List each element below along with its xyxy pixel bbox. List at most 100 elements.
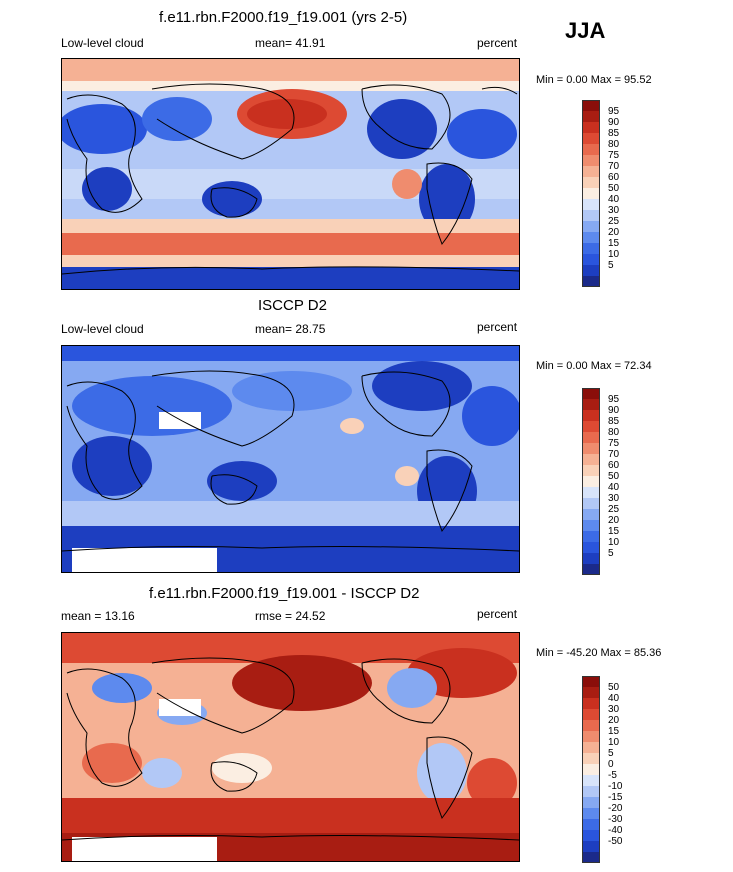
panel1-minmax: Min = 0.00 Max = 95.52 xyxy=(536,74,652,86)
panel1-title: f.e11.rbn.F2000.f19_f19.001 (yrs 2-5) xyxy=(159,9,408,26)
colorbar-swatch xyxy=(582,254,600,265)
colorbar-tick-label: 60 xyxy=(608,172,620,183)
colorbar-swatch xyxy=(582,177,600,188)
colorbar-tick-label: 80 xyxy=(608,427,620,438)
season-label: JJA xyxy=(565,18,606,43)
colorbar-tick-label: 15 xyxy=(608,238,620,249)
colorbar-swatch xyxy=(582,443,600,454)
colorbar-swatch xyxy=(582,687,600,698)
colorbar-swatch xyxy=(582,144,600,155)
panel3-rmse-label: rmse = 24.52 xyxy=(255,609,326,623)
colorbar-swatch xyxy=(582,111,600,122)
colorbar-swatch xyxy=(582,731,600,742)
colorbar-tick-label: 80 xyxy=(608,139,620,150)
panel1-variable-label: Low-level cloud xyxy=(61,36,144,50)
panel1-colorbar xyxy=(582,100,600,287)
colorbar-tick-label: 30 xyxy=(608,493,620,504)
panel2-variable-label: Low-level cloud xyxy=(61,322,144,336)
panel2-units-label: percent xyxy=(477,320,518,334)
colorbar-swatch xyxy=(582,476,600,487)
colorbar-swatch xyxy=(582,432,600,443)
colorbar-tick-label: 95 xyxy=(608,106,620,117)
colorbar-tick-label: 95 xyxy=(608,394,620,405)
colorbar-swatch xyxy=(582,775,600,786)
colorbar-swatch xyxy=(582,232,600,243)
colorbar-tick-label: 90 xyxy=(608,117,620,128)
colorbar-tick-label: 40 xyxy=(608,693,620,704)
colorbar-swatch xyxy=(582,498,600,509)
colorbar-tick-label: 5 xyxy=(608,548,614,559)
panel2-map xyxy=(61,345,520,573)
panel1-mean-label: mean= 41.91 xyxy=(255,36,326,50)
colorbar-tick-label: 40 xyxy=(608,482,620,493)
colorbar-swatch xyxy=(582,243,600,254)
colorbar-tick-label: 50 xyxy=(608,183,620,194)
colorbar-tick-label: 15 xyxy=(608,726,620,737)
colorbar-tick-label: 20 xyxy=(608,515,620,526)
colorbar-tick-label: 60 xyxy=(608,460,620,471)
colorbar-tick-label: 15 xyxy=(608,526,620,537)
panel3-colorbar xyxy=(582,676,600,863)
colorbar-swatch xyxy=(582,221,600,232)
colorbar-tick-label: -50 xyxy=(608,836,623,847)
colorbar-swatch xyxy=(582,188,600,199)
colorbar-swatch xyxy=(582,819,600,830)
colorbar-tick-label: -5 xyxy=(608,770,617,781)
colorbar-swatch xyxy=(582,410,600,421)
colorbar-tick-label: -40 xyxy=(608,825,623,836)
colorbar-swatch xyxy=(582,210,600,221)
colorbar-tick-label: 25 xyxy=(608,216,620,227)
colorbar-swatch xyxy=(582,830,600,841)
colorbar-swatch xyxy=(582,454,600,465)
colorbar-tick-label: 85 xyxy=(608,416,620,427)
colorbar-swatch xyxy=(582,487,600,498)
colorbar-swatch xyxy=(582,542,600,553)
colorbar-swatch xyxy=(582,388,600,399)
colorbar-swatch xyxy=(582,531,600,542)
colorbar-tick-label: 10 xyxy=(608,249,620,260)
colorbar-tick-label: 30 xyxy=(608,205,620,216)
colorbar-tick-label: -10 xyxy=(608,781,623,792)
colorbar-swatch xyxy=(582,808,600,819)
colorbar-tick-label: 90 xyxy=(608,405,620,416)
colorbar-swatch xyxy=(582,133,600,144)
colorbar-tick-label: 10 xyxy=(608,737,620,748)
colorbar-tick-label: -20 xyxy=(608,803,623,814)
panel2-title: ISCCP D2 xyxy=(258,297,327,314)
panel2-minmax: Min = 0.00 Max = 72.34 xyxy=(536,360,652,372)
panel2-mean-label: mean= 28.75 xyxy=(255,322,326,336)
panel3-minmax: Min = -45.20 Max = 85.36 xyxy=(536,647,662,659)
colorbar-tick-label: 50 xyxy=(608,471,620,482)
panel1-units-label: percent xyxy=(477,36,518,50)
colorbar-swatch xyxy=(582,553,600,564)
colorbar-tick-label: 5 xyxy=(608,748,614,759)
panel3-map xyxy=(61,632,520,862)
colorbar-swatch xyxy=(582,465,600,476)
panel3-title: f.e11.rbn.F2000.f19_f19.001 - ISCCP D2 xyxy=(149,585,420,602)
colorbar-tick-label: 50 xyxy=(608,682,620,693)
panel3-mean-label: mean = 13.16 xyxy=(61,609,135,623)
colorbar-swatch xyxy=(582,520,600,531)
colorbar-tick-label: -15 xyxy=(608,792,623,803)
colorbar-tick-label: 85 xyxy=(608,128,620,139)
colorbar-swatch xyxy=(582,841,600,852)
colorbar-swatch xyxy=(582,852,600,863)
colorbar-swatch xyxy=(582,797,600,808)
colorbar-tick-label: 20 xyxy=(608,715,620,726)
colorbar-tick-label: 75 xyxy=(608,150,620,161)
colorbar-swatch xyxy=(582,166,600,177)
colorbar-swatch xyxy=(582,676,600,687)
panel1-map xyxy=(61,58,520,290)
colorbar-swatch xyxy=(582,265,600,276)
colorbar-swatch xyxy=(582,764,600,775)
colorbar-swatch xyxy=(582,564,600,575)
colorbar-tick-label: 5 xyxy=(608,260,614,271)
colorbar-swatch xyxy=(582,753,600,764)
panel2-colorbar xyxy=(582,388,600,575)
colorbar-swatch xyxy=(582,421,600,432)
colorbar-tick-label: -30 xyxy=(608,814,623,825)
colorbar-tick-label: 0 xyxy=(608,759,614,770)
colorbar-tick-label: 70 xyxy=(608,449,620,460)
colorbar-swatch xyxy=(582,155,600,166)
colorbar-swatch xyxy=(582,122,600,133)
